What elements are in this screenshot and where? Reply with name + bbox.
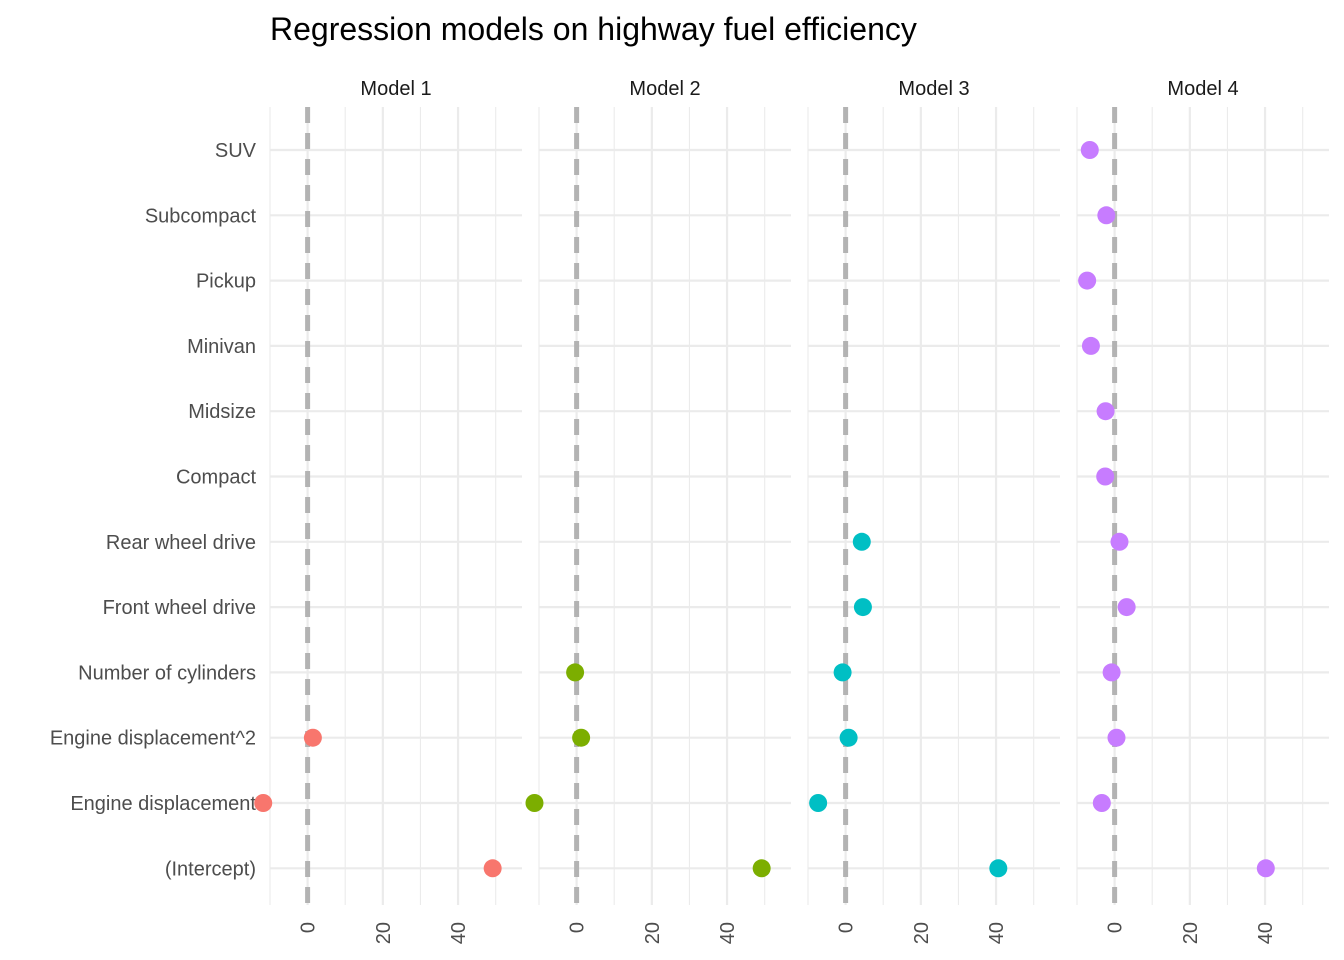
y-tick-label: Minivan (187, 336, 256, 358)
facet-strip-label: Model 4 (1167, 78, 1238, 100)
y-tick-label: (Intercept) (165, 858, 256, 880)
y-tick-label: Midsize (188, 401, 256, 423)
data-point (303, 728, 322, 747)
data-point (852, 532, 871, 551)
x-tick-label: 20 (1180, 922, 1202, 944)
facet-panel: Model 1 0 20 40 (254, 78, 522, 944)
data-point (809, 794, 828, 812)
data-point (1117, 598, 1136, 617)
data-point (853, 598, 872, 617)
y-tick-label: Engine displacement^2 (50, 728, 256, 750)
x-tick-label: 40 (1255, 922, 1277, 944)
data-point (833, 663, 852, 682)
facet-panel: Model 3 0 20 40 (807, 78, 1060, 944)
data-point (1080, 141, 1099, 159)
x-tick-label: 40 (448, 922, 470, 944)
y-tick-label: Front wheel drive (103, 597, 256, 619)
y-tick-label: Engine displacement (70, 793, 256, 815)
data-point (1110, 532, 1129, 551)
x-tick-label: 20 (642, 922, 664, 944)
y-tick-label: SUV (215, 140, 257, 162)
data-point (1097, 206, 1116, 225)
facet-strip-label: Model 2 (629, 78, 700, 100)
y-tick-label: Rear wheel drive (106, 532, 256, 554)
y-tick-label: Number of cylinders (78, 662, 256, 684)
facet-panel: Model 2 0 20 40 (525, 78, 791, 944)
x-tick-label: 20 (373, 922, 395, 944)
y-tick-label: Compact (176, 467, 256, 489)
data-point (483, 859, 502, 878)
data-point (989, 859, 1008, 878)
data-point (572, 728, 591, 747)
data-point (525, 794, 544, 812)
x-tick-label: 0 (567, 922, 589, 933)
data-point (1092, 794, 1111, 812)
y-tick-label: Subcompact (145, 205, 257, 227)
x-tick-label: 0 (1105, 922, 1127, 933)
data-point (1102, 663, 1121, 682)
data-point (254, 794, 273, 812)
data-point (1096, 402, 1115, 421)
data-point (1096, 467, 1115, 486)
x-tick-label: 40 (717, 922, 739, 944)
y-axis-labels: (Intercept) Engine displacement Engine dis… (50, 140, 257, 880)
x-tick-label: 0 (298, 922, 320, 933)
data-point (1078, 271, 1097, 290)
y-tick-label: Pickup (196, 271, 256, 293)
facet-panel: Model 4 0 20 40 (1076, 78, 1329, 944)
data-point (839, 728, 858, 747)
data-point (566, 663, 585, 682)
facet-strip-label: Model 1 (360, 78, 431, 100)
x-tick-label: 20 (911, 922, 933, 944)
data-point (752, 859, 771, 878)
x-tick-label: 40 (986, 922, 1008, 944)
data-point (1107, 728, 1126, 747)
chart-title: Regression models on highway fuel effici… (270, 11, 917, 47)
data-point (1081, 336, 1100, 355)
x-tick-label: 0 (836, 922, 858, 933)
facet-strip-label: Model 3 (898, 78, 969, 100)
data-point (1256, 859, 1275, 878)
